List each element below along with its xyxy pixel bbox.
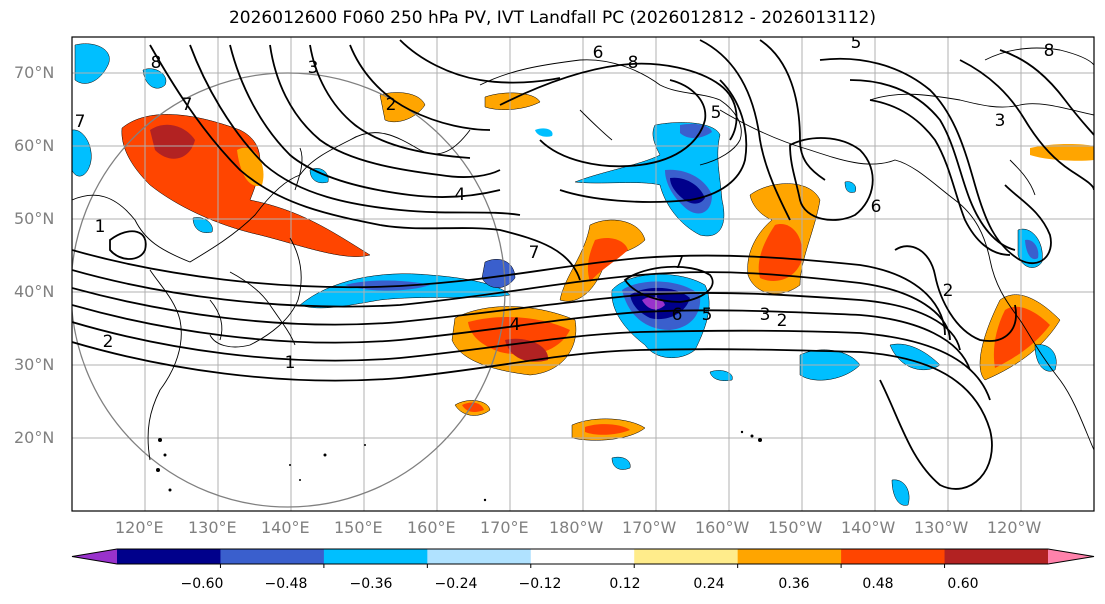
contour-label: 7 <box>182 95 193 115</box>
contour-label: 7 <box>75 112 86 132</box>
contour-label: 2 <box>943 281 954 301</box>
colorbar <box>71 548 1095 568</box>
lon-label: 160°W <box>695 518 750 537</box>
islands <box>156 430 762 502</box>
contour-label: 8 <box>628 53 639 73</box>
colorbar-segment <box>841 549 946 564</box>
lon-label: 150°W <box>768 518 823 537</box>
colorbar-tick-label: −0.12 <box>518 576 562 592</box>
contour-label: 6 <box>593 43 604 63</box>
lat-label-40n: 40°N <box>14 282 55 301</box>
contour-labels: 8 3 7 2 6 8 5 8 4 7 7 5 3 2 4 1 6 2 6 5 … <box>75 33 1055 373</box>
colorbar-tick-label: 0.60 <box>947 576 979 592</box>
lat-label-20n: 20°N <box>14 428 55 447</box>
colorbar-segment <box>530 549 635 564</box>
lon-label: 160°E <box>407 518 456 537</box>
contour-label: 8 <box>151 53 162 73</box>
colorbar-extend-min <box>72 549 117 564</box>
colorbar-segment <box>944 549 1049 564</box>
lat-label-30n: 30°N <box>14 355 55 374</box>
contour-label: 5 <box>711 103 722 123</box>
lon-label: 180°W <box>549 518 604 537</box>
lon-label: 120°E <box>115 518 164 537</box>
contour-label: 6 <box>672 305 683 325</box>
colorbar-segment <box>427 549 532 564</box>
contour-label: 1 <box>285 353 296 373</box>
lon-label: 130°W <box>914 518 969 537</box>
colorbar-tick-label: −0.48 <box>264 576 308 592</box>
lon-label: 170°W <box>622 518 677 537</box>
colorbar-segment <box>220 549 325 564</box>
contour-label: 6 <box>871 197 882 217</box>
colorbar-tick-label: −0.24 <box>434 576 478 592</box>
lat-label-50n: 50°N <box>14 209 55 228</box>
contour-label: 3 <box>995 111 1006 131</box>
colorbar-outline <box>71 548 1095 565</box>
contour-label: 2 <box>777 311 788 331</box>
lat-label-70n: 70°N <box>14 63 55 82</box>
contour-label: 7 <box>674 253 685 273</box>
colorbar-extend-max <box>1048 549 1094 564</box>
contour-label: 5 <box>702 305 713 325</box>
colorbar-segment <box>634 549 739 564</box>
contour-label: 1 <box>95 217 106 237</box>
landfall-circle <box>72 72 506 508</box>
lon-label: 120°W <box>987 518 1042 537</box>
lat-label-60n: 60°N <box>14 136 55 155</box>
colorbar-segment <box>323 549 428 564</box>
lon-label: 140°E <box>261 518 310 537</box>
lon-label: 150°E <box>334 518 383 537</box>
lon-label: 130°E <box>188 518 237 537</box>
map-title: 2026012600 F060 250 hPa PV, IVT Landfall… <box>228 8 876 28</box>
colorbar-tick-label: −0.60 <box>180 576 224 592</box>
contour-label: 2 <box>103 332 114 352</box>
lon-label: 170°E <box>480 518 529 537</box>
map-frame <box>71 36 1095 512</box>
colorbar-segment <box>117 549 221 564</box>
colorbar-tick-label: 0.24 <box>693 576 725 592</box>
colorbar-tick-label: 0.48 <box>862 576 894 592</box>
colorbar-segment <box>737 549 842 564</box>
contour-label: 7 <box>529 243 540 263</box>
colorbar-tick-label: 0.12 <box>609 576 641 592</box>
contour-label: 4 <box>510 315 521 335</box>
contour-label: 4 <box>455 185 466 205</box>
contour-label: 5 <box>851 33 862 53</box>
lon-label: 140°W <box>841 518 896 537</box>
contour-label: 8 <box>1044 41 1055 61</box>
contour-label: 3 <box>760 305 771 325</box>
colorbar-tick-label: −0.36 <box>349 576 393 592</box>
colorbar-tick-label: 0.36 <box>778 576 810 592</box>
pv-contours <box>72 39 1094 490</box>
contour-label: 3 <box>308 58 319 78</box>
contour-label: 2 <box>386 95 397 115</box>
